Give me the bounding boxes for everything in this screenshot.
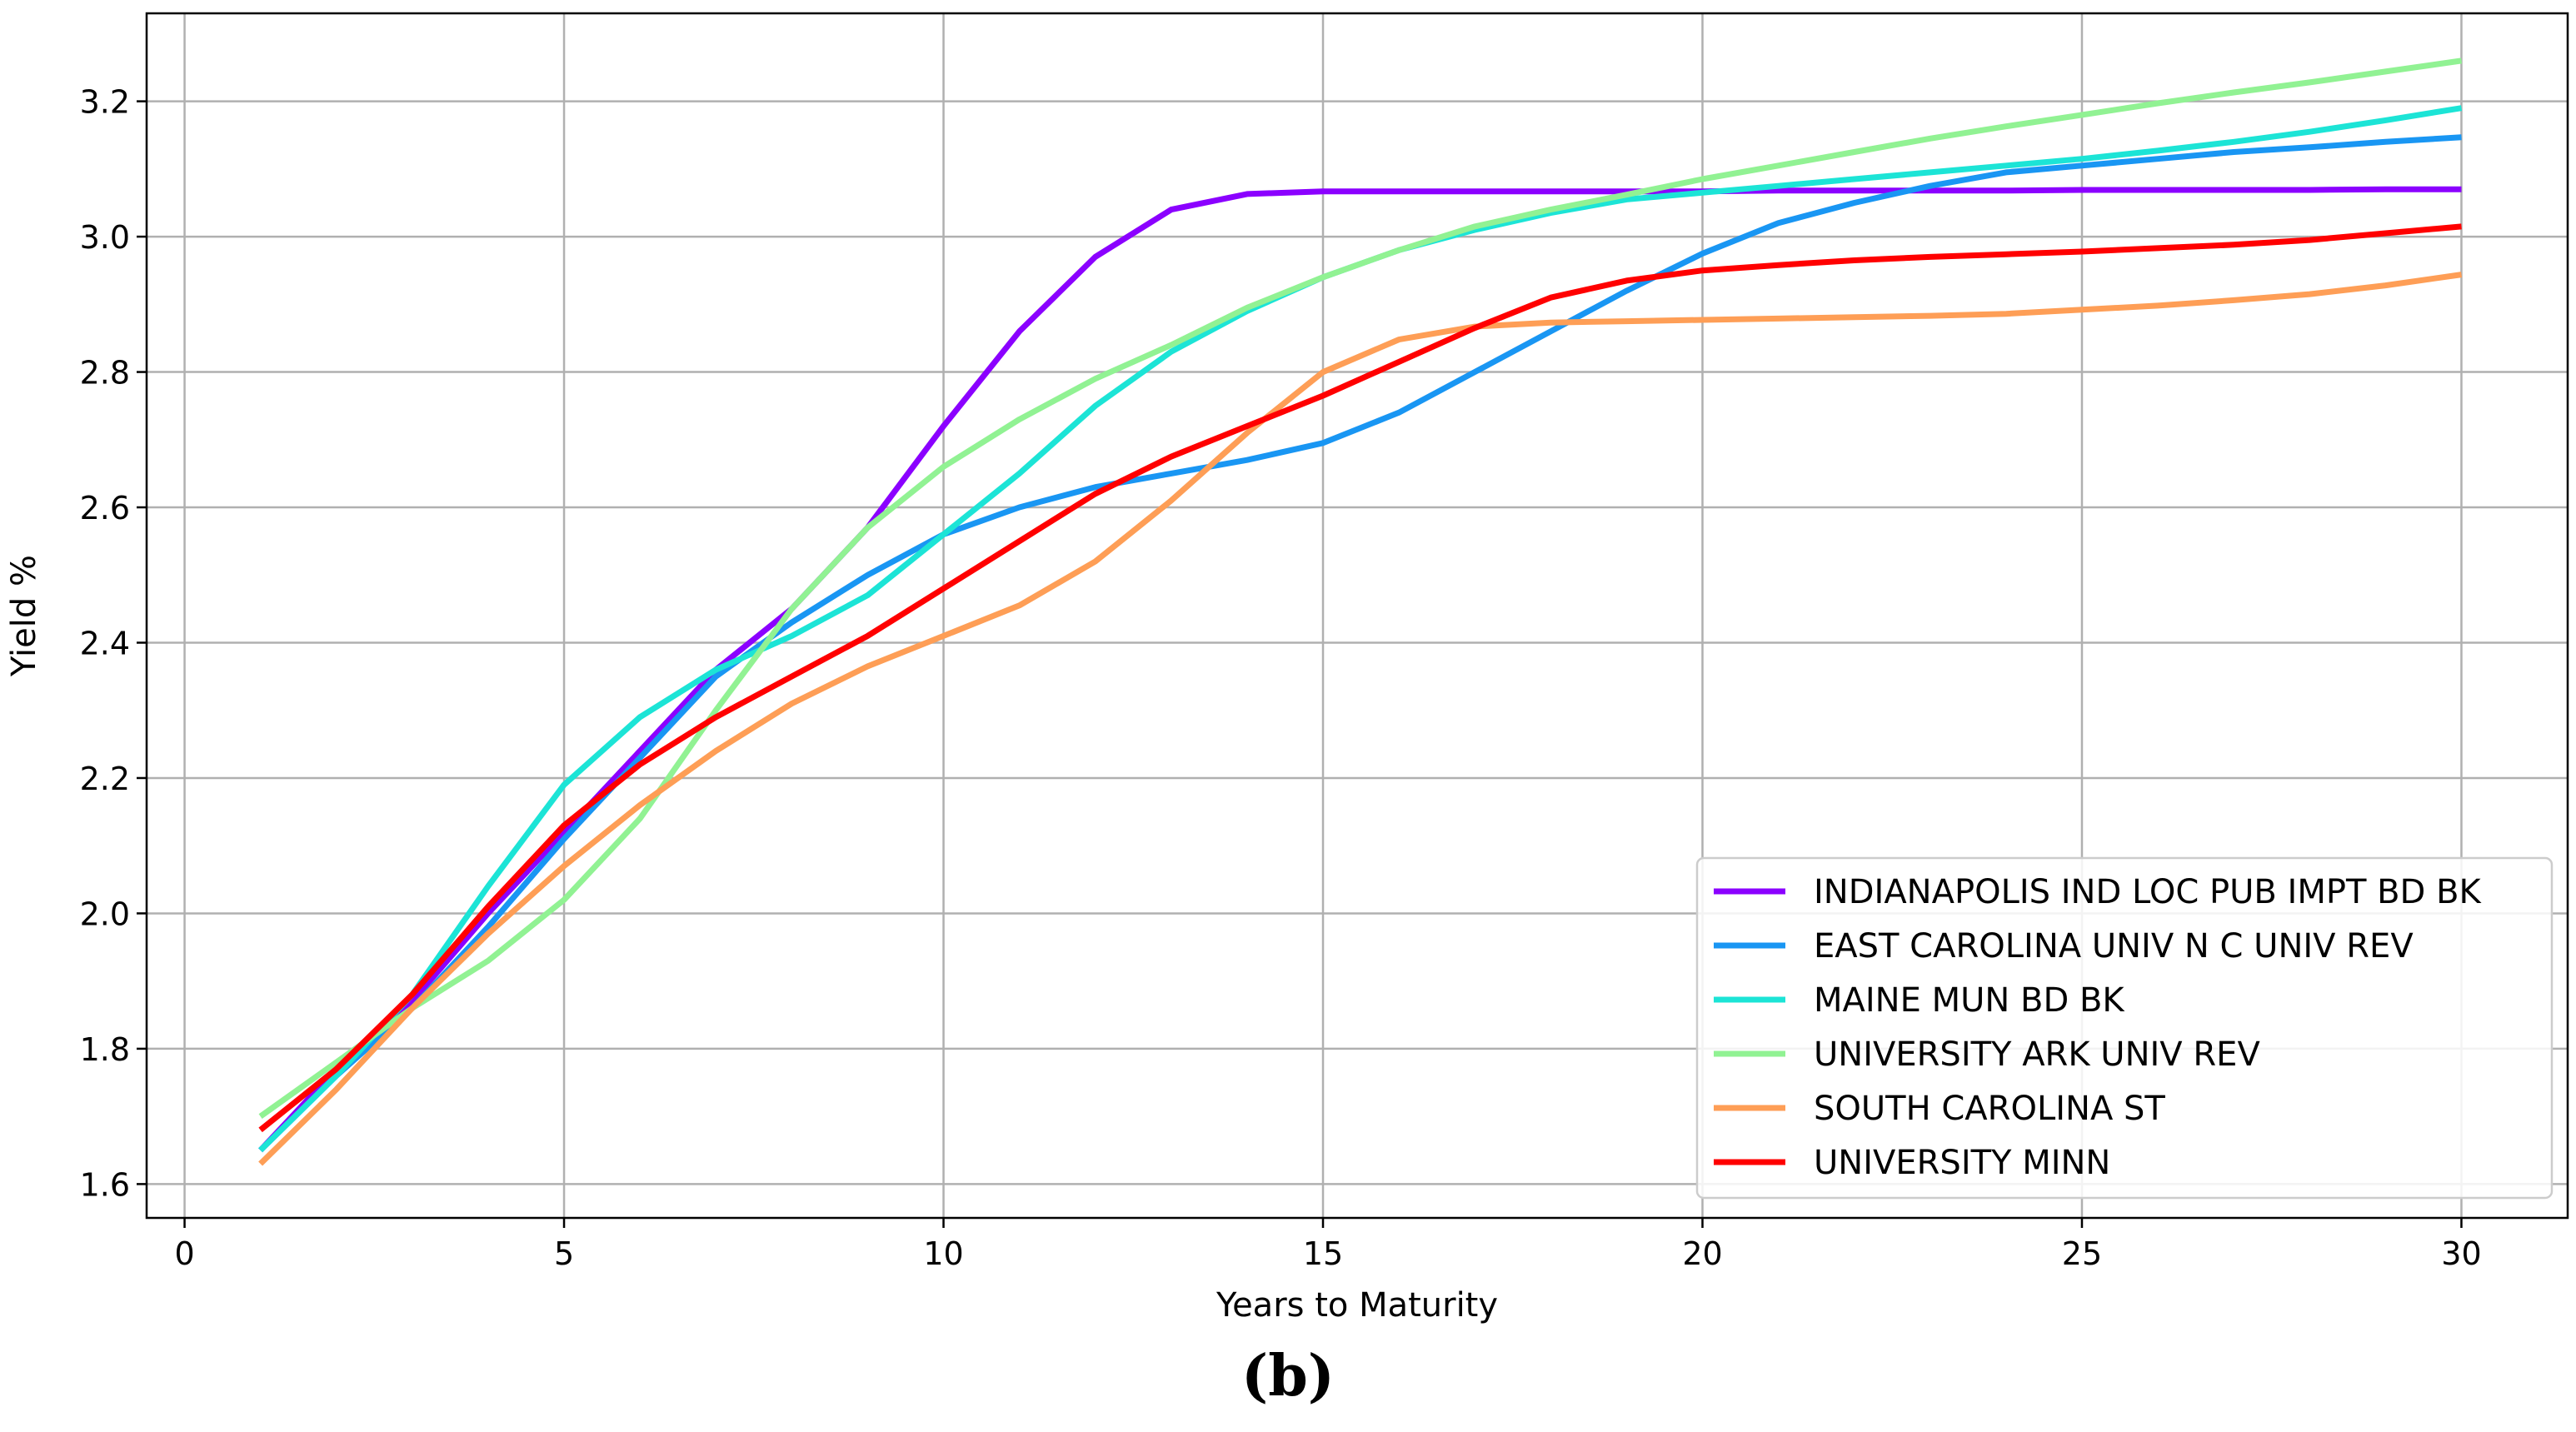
legend-label: MAINE MUN BD BK bbox=[1814, 981, 2125, 1020]
series-line bbox=[258, 223, 2462, 1133]
x-tick-label: 20 bbox=[1682, 1235, 1722, 1272]
x-tick-label: 25 bbox=[2062, 1235, 2102, 1272]
legend-label: UNIVERSITY MINN bbox=[1814, 1144, 2110, 1182]
axis-ticks: 0 5 10 15 20 25 30 1.6 1.8 2.0 2.2 2.4 2.6 2.8 3.0 3.2 bbox=[80, 84, 2482, 1272]
y-tick-label: 2.0 bbox=[80, 896, 130, 932]
y-tick-label: 1.8 bbox=[80, 1031, 130, 1068]
y-tick-label: 2.8 bbox=[80, 355, 130, 392]
legend: INDIANAPOLIS IND LOC PUB IMPT BD BK EAST … bbox=[1695, 856, 2554, 1200]
y-tick-label: 2.4 bbox=[80, 625, 130, 661]
x-axis-label: Years to Maturity bbox=[1216, 1286, 1498, 1325]
x-tick-label: 0 bbox=[174, 1235, 194, 1272]
legend-label: INDIANAPOLIS IND LOC PUB IMPT BD BK bbox=[1814, 873, 2483, 911]
y-tick-label: 3.2 bbox=[80, 84, 130, 121]
series-lines bbox=[258, 57, 2463, 1166]
y-axis-label: Yield % bbox=[5, 555, 43, 677]
legend-label: UNIVERSITY ARK UNIV REV bbox=[1814, 1035, 2260, 1074]
series-line bbox=[258, 272, 2462, 1166]
legend-label: SOUTH CAROLINA ST bbox=[1814, 1090, 2165, 1128]
legend-box bbox=[1695, 856, 2554, 1200]
y-tick-label: 2.2 bbox=[80, 761, 130, 797]
y-tick-label: 1.6 bbox=[80, 1166, 130, 1203]
x-tick-label: 30 bbox=[2441, 1235, 2481, 1272]
series-line bbox=[258, 57, 2462, 1119]
x-tick-label: 5 bbox=[554, 1235, 574, 1272]
x-tick-label: 15 bbox=[1303, 1235, 1343, 1272]
y-tick-label: 3.0 bbox=[80, 219, 130, 256]
x-tick-label: 10 bbox=[923, 1235, 963, 1272]
series-line bbox=[258, 186, 2462, 1153]
plot-frame bbox=[145, 12, 2569, 1220]
legend-label: EAST CAROLINA UNIV N C UNIV REV bbox=[1814, 927, 2414, 965]
figure-caption: (b) bbox=[1241, 1343, 1335, 1410]
y-tick-label: 2.6 bbox=[80, 490, 130, 526]
